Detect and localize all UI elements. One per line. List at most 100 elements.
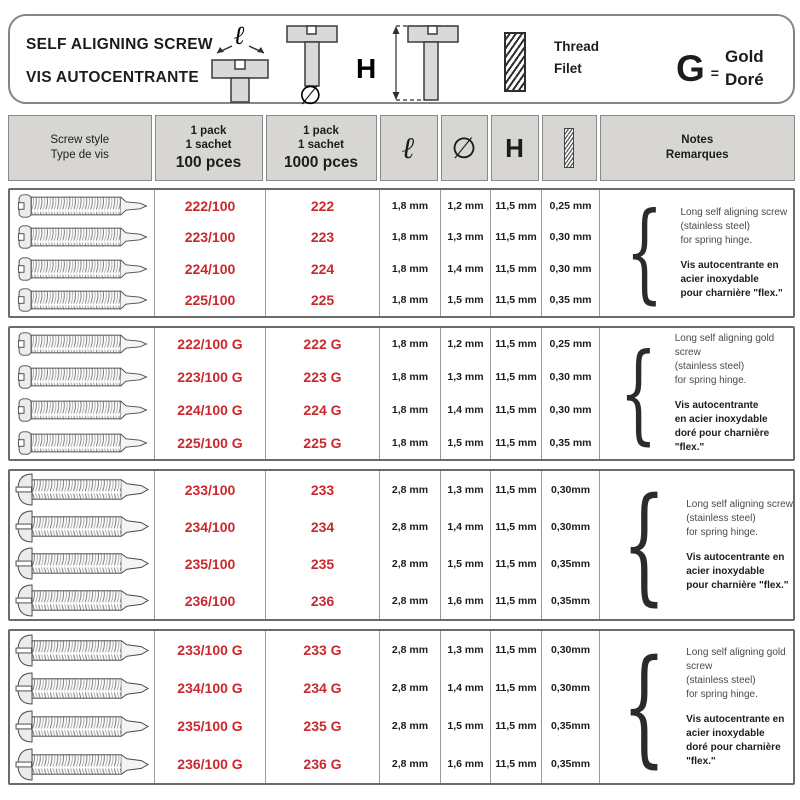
screw-drawing: [10, 393, 155, 427]
height-value: 11,5 mm: [491, 190, 542, 222]
code-1000: 224: [266, 253, 380, 285]
screw-drawing: [10, 669, 155, 707]
code-100: 222/100: [155, 190, 266, 222]
screw-drawing: [10, 582, 155, 619]
pitch-value: 0,35mm: [542, 745, 600, 783]
code-100: 235/100 G: [155, 707, 266, 745]
length-value: 2,8 mm: [380, 545, 441, 582]
screw-drawing: [10, 360, 155, 394]
gold-legend: G = Gold Doré: [676, 46, 764, 92]
length-value: 2,8 mm: [380, 707, 441, 745]
thread-label-fr: Filet: [554, 61, 582, 76]
header-diameter-symbol: ∅: [440, 115, 488, 181]
screw-drawing: [10, 745, 155, 783]
pan-head-screw-icon: [15, 584, 151, 617]
header-thread: [541, 115, 597, 181]
pitch-value: 0,35 mm: [542, 426, 600, 459]
height-value: 11,5 mm: [491, 393, 542, 427]
screw-drawing: [10, 545, 155, 582]
screw-drawing: [10, 707, 155, 745]
svg-text:∅: ∅: [299, 80, 322, 106]
code-100: 224/100 G: [155, 393, 266, 427]
code-100: 235/100: [155, 545, 266, 582]
height-value: 11,5 mm: [491, 669, 542, 707]
height-value: 11,5 mm: [491, 508, 542, 545]
height-value: 11,5 mm: [491, 284, 542, 316]
cheese-head-screw-icon: [15, 429, 151, 457]
diameter-value: 1,6 mm: [441, 745, 491, 783]
pitch-value: 0,30 mm: [542, 393, 600, 427]
screw-drawing: [10, 631, 155, 669]
length-value: 1,8 mm: [380, 253, 441, 285]
brace-glyph: {: [622, 471, 667, 619]
notes-en: Long self aligning gold screw (stainless…: [674, 333, 775, 386]
code-1000: 222 G: [266, 328, 380, 361]
pitch-value: 0,30 mm: [542, 360, 600, 394]
pan-head-screw-icon: [15, 473, 151, 506]
head-length-diagram-icon: ℓ: [211, 21, 269, 103]
title-fr: VIS AUTOCENTRANTE: [26, 69, 200, 86]
code-1000: 233 G: [266, 631, 380, 669]
thread-icon: [504, 32, 526, 92]
notes-en: Long self aligning gold screw (stainless…: [686, 646, 786, 700]
header-screw-style: Screw style Type de vis: [8, 115, 152, 181]
screw-drawing: [10, 471, 155, 508]
cheese-head-screw-icon: [15, 255, 151, 283]
thread-small-icon: [564, 128, 574, 168]
screw-drawing: [10, 253, 155, 285]
header-pack-100: 1 pack 1 sachet 100 pces: [154, 115, 263, 181]
code-100: 236/100 G: [155, 745, 266, 783]
height-value: 11,5 mm: [491, 707, 542, 745]
pan-head-screw-icon: [15, 547, 151, 580]
gold-en: Gold: [724, 47, 764, 66]
cheese-head-screw-icon: [15, 223, 151, 251]
code-100: 223/100: [155, 221, 266, 253]
length-value: 2,8 mm: [380, 745, 441, 783]
diameter-value: 1,2 mm: [441, 190, 491, 222]
code-100: 234/100: [155, 508, 266, 545]
screw-drawing: [10, 426, 155, 459]
height-value: 11,5 mm: [491, 328, 542, 361]
section-notes: { Long self aligning screw (stainless st…: [600, 471, 793, 619]
brace-glyph: {: [619, 330, 658, 456]
table-header: Screw style Type de vis 1 pack 1 sachet …: [8, 115, 795, 181]
notes-fr: Vis autocentrante en acier inoxydable do…: [674, 400, 770, 453]
diameter-value: 1,4 mm: [441, 393, 491, 427]
length-value: 1,8 mm: [380, 190, 441, 222]
diameter-value: 1,5 mm: [441, 426, 491, 459]
height-diagram-icon: H: [356, 25, 459, 101]
code-1000: 234 G: [266, 669, 380, 707]
gold-fr: Doré: [724, 69, 764, 89]
length-value: 2,8 mm: [380, 508, 441, 545]
height-value: 11,5 mm: [491, 745, 542, 783]
length-value: 1,8 mm: [380, 393, 441, 427]
length-value: 2,8 mm: [380, 631, 441, 669]
code-1000: 236: [266, 582, 380, 619]
diameter-value: 1,4 mm: [441, 669, 491, 707]
code-100: 236/100: [155, 582, 266, 619]
length-value: 2,8 mm: [380, 471, 441, 508]
section-notes: { Long self aligning gold screw (stainle…: [600, 631, 793, 783]
header-pack-1000: 1 pack 1 sachet 1000 pces: [265, 115, 377, 181]
height-value: 11,5 mm: [491, 545, 542, 582]
section-233-236: { Long self aligning screw (stainless st…: [8, 469, 795, 621]
pitch-value: 0,30mm: [542, 631, 600, 669]
diameter-value: 1,5 mm: [441, 545, 491, 582]
code-100: 225/100 G: [155, 426, 266, 459]
diameter-value: 1,3 mm: [441, 221, 491, 253]
pitch-value: 0,35 mm: [542, 284, 600, 316]
notes-fr: Vis autocentrante en acier inoxydable do…: [686, 713, 785, 767]
pan-head-screw-icon: [15, 748, 151, 781]
diameter-value: 1,6 mm: [441, 582, 491, 619]
height-value: 11,5 mm: [491, 471, 542, 508]
height-value: 11,5 mm: [491, 360, 542, 394]
title-en: SELF ALIGNING SCREW: [26, 36, 213, 53]
code-100: 225/100: [155, 284, 266, 316]
pan-head-screw-icon: [15, 672, 151, 705]
pan-head-screw-icon: [15, 710, 151, 743]
pitch-value: 0,25 mm: [542, 190, 600, 222]
section-233g-236g: { Long self aligning gold screw (stainle…: [8, 629, 795, 785]
header-height-symbol: H: [490, 115, 539, 181]
diameter-value: 1,3 mm: [441, 631, 491, 669]
header-length-symbol: ℓ: [379, 115, 438, 181]
